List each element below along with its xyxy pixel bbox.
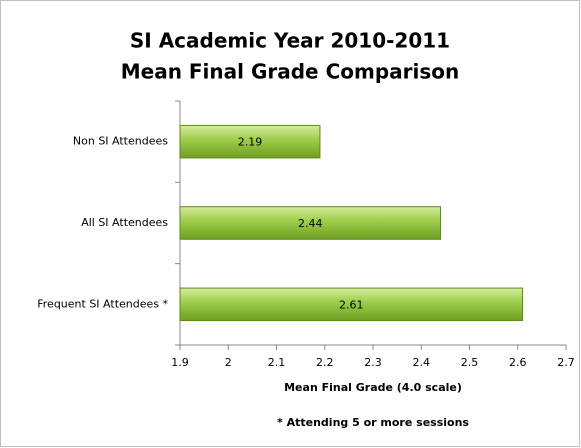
x-tick-label: 2.6 <box>509 356 527 369</box>
bar <box>179 287 524 322</box>
data-label: 2.61 <box>339 298 364 311</box>
x-tick-label: 2.1 <box>268 356 286 369</box>
annotation: * Attending 5 or more sessions <box>277 416 469 429</box>
data-label: 2.44 <box>298 217 323 230</box>
bar <box>179 206 442 240</box>
x-tick-label: 2.5 <box>461 356 479 369</box>
x-axis-label: Mean Final Grade (4.0 scale) <box>284 381 462 394</box>
chart-subtitle: Mean Final Grade Comparison <box>121 60 460 84</box>
y-tick-label: Frequent SI Attendees * <box>37 297 168 310</box>
bar <box>179 124 321 159</box>
x-tick-label: 2 <box>225 356 232 369</box>
x-tick-label: 1.9 <box>171 356 189 369</box>
x-tick-label: 2.4 <box>413 356 431 369</box>
x-tick-label: 2.7 <box>557 356 575 369</box>
x-tick-label: 2.3 <box>364 356 382 369</box>
x-tick-label: 2.2 <box>316 356 334 369</box>
data-label: 2.19 <box>238 136 263 149</box>
y-tick-label: Non SI Attendees <box>73 135 168 148</box>
chart-title: SI Academic Year 2010-2011 <box>130 29 450 53</box>
y-tick-label: All SI Attendees <box>81 216 168 229</box>
